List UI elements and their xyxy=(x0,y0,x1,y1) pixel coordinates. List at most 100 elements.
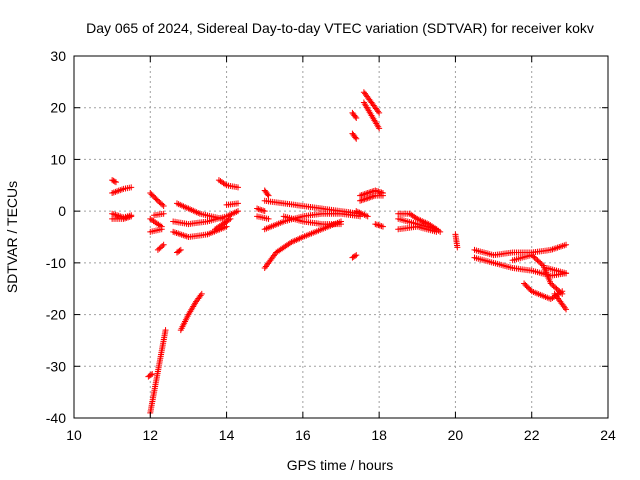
data-point xyxy=(538,261,545,268)
y-tick-label: 20 xyxy=(50,100,66,116)
data-point xyxy=(353,115,360,122)
data-point xyxy=(530,253,537,260)
data-point xyxy=(552,284,559,291)
data-series-track xyxy=(349,252,360,261)
data-series-track xyxy=(109,213,135,222)
data-series-track xyxy=(551,290,570,313)
data-point xyxy=(366,189,373,196)
data-point xyxy=(128,213,135,220)
data-point xyxy=(379,192,386,199)
data-point xyxy=(351,252,358,259)
data-point xyxy=(147,190,154,197)
data-point xyxy=(357,192,364,199)
data-point xyxy=(550,283,557,290)
data-series-track xyxy=(109,184,135,197)
data-point xyxy=(375,222,382,229)
data-point xyxy=(363,195,370,202)
y-tick-label: -30 xyxy=(46,358,66,374)
data-point xyxy=(521,280,528,287)
data-point xyxy=(378,223,385,230)
y-tick-label: -20 xyxy=(46,307,66,323)
data-point xyxy=(369,188,376,195)
y-axis-label: SDTVAR / TECUs xyxy=(4,181,20,293)
data-point xyxy=(363,190,370,197)
y-tick-label: 30 xyxy=(50,48,66,64)
data-point xyxy=(563,270,570,277)
data-point xyxy=(563,306,570,313)
data-point xyxy=(112,179,119,186)
data-point xyxy=(376,189,383,196)
data-point xyxy=(357,197,364,204)
data-point xyxy=(522,281,529,288)
data-point xyxy=(375,108,382,115)
data-point xyxy=(111,178,118,185)
data-point xyxy=(531,254,538,261)
data-point xyxy=(433,228,440,235)
data-point xyxy=(159,201,166,208)
data-point xyxy=(361,196,368,203)
data-series-track xyxy=(357,187,386,199)
data-series-track xyxy=(543,265,570,277)
data-point xyxy=(376,222,383,229)
data-point xyxy=(260,207,267,214)
data-point xyxy=(379,223,386,230)
y-tick-label: -40 xyxy=(46,410,66,426)
data-point xyxy=(364,190,371,197)
data-series-track xyxy=(212,215,234,233)
data-point xyxy=(361,191,368,198)
data-point xyxy=(157,244,164,251)
data-point xyxy=(527,287,534,294)
data-point xyxy=(258,207,265,214)
plot-frame xyxy=(73,55,609,419)
data-point xyxy=(147,371,154,378)
data-point xyxy=(156,199,163,206)
data-series-track xyxy=(471,241,570,259)
data-point xyxy=(376,109,383,116)
data-series-track xyxy=(254,213,272,222)
data-series-track xyxy=(349,109,360,122)
x-tick-label: 16 xyxy=(295,427,311,443)
chart-title: Day 065 of 2024, Sidereal Day-to-day VTE… xyxy=(86,20,594,36)
x-tick-label: 12 xyxy=(142,427,158,443)
data-series-track xyxy=(261,187,272,199)
data-point xyxy=(149,192,156,199)
data-point xyxy=(176,247,183,254)
data-point xyxy=(219,215,226,222)
data-series-track xyxy=(151,210,167,219)
data-series-track xyxy=(147,226,165,235)
data-point xyxy=(375,188,382,195)
data-points xyxy=(109,89,570,416)
data-point xyxy=(352,113,359,120)
x-tick-label: 22 xyxy=(524,427,540,443)
data-point xyxy=(454,244,461,251)
data-point xyxy=(160,210,167,217)
data-point xyxy=(559,288,566,295)
data-point xyxy=(523,283,530,290)
data-point xyxy=(376,125,383,132)
data-point xyxy=(227,215,234,222)
data-point xyxy=(563,241,570,248)
grid-lines xyxy=(74,56,608,418)
data-point xyxy=(198,290,205,297)
data-point xyxy=(177,246,184,253)
data-point xyxy=(159,243,166,250)
data-point xyxy=(153,196,160,203)
data-point xyxy=(358,197,365,204)
data-point xyxy=(535,258,542,265)
data-point xyxy=(352,134,359,141)
data-point xyxy=(261,208,268,215)
data-point xyxy=(257,206,264,213)
data-point xyxy=(157,200,164,207)
data-point xyxy=(526,285,533,292)
data-point xyxy=(110,177,117,184)
data-point xyxy=(265,215,272,222)
data-point xyxy=(235,200,242,207)
data-point xyxy=(537,259,544,266)
data-series-track xyxy=(173,200,226,222)
data-series-track xyxy=(154,241,167,253)
data-point xyxy=(128,184,135,191)
data-point xyxy=(367,189,374,196)
data-series-track xyxy=(173,246,184,256)
data-point xyxy=(158,226,165,233)
data-series-track xyxy=(372,221,386,230)
